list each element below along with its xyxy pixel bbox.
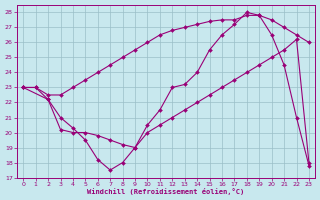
X-axis label: Windchill (Refroidissement éolien,°C): Windchill (Refroidissement éolien,°C): [87, 188, 245, 195]
